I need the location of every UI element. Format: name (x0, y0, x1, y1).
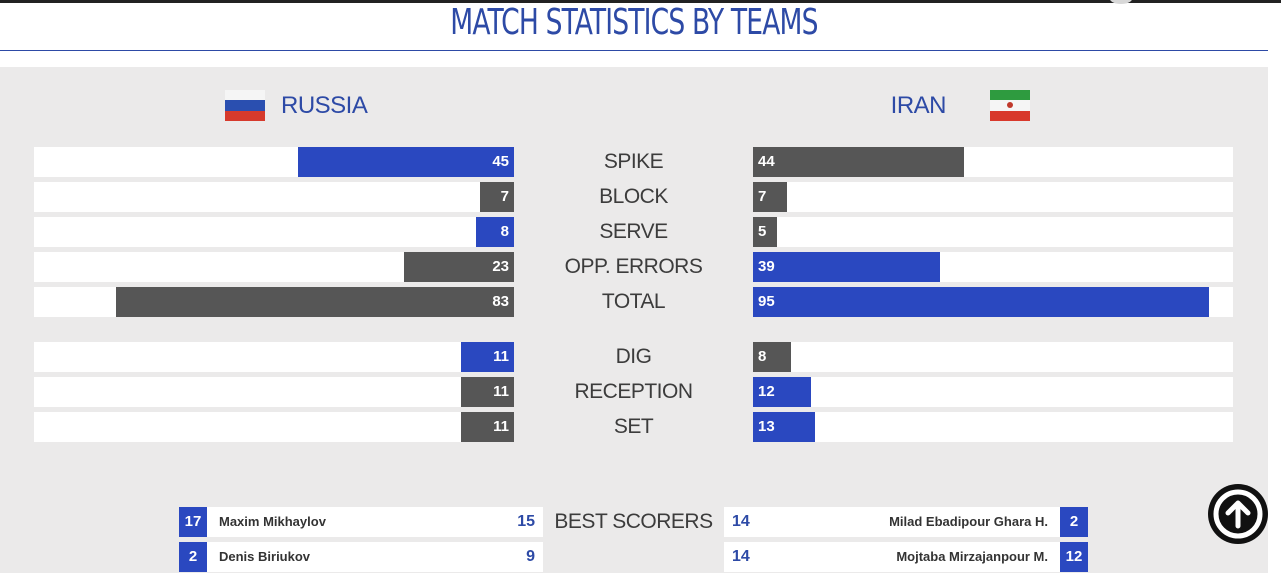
track-left-reception: 11 (34, 377, 514, 407)
value-russia-serve: 8 (500, 223, 509, 240)
category-label-total: TOTAL (601, 290, 666, 313)
category-label-opp-errors: OPP. ERRORS (564, 255, 703, 278)
value-iran-block: 7 (758, 188, 767, 205)
stats-panel (0, 67, 1268, 573)
track-right-total: 95 (753, 287, 1233, 317)
value-russia-total: 83 (492, 293, 509, 310)
category-label-dig: DIG (615, 345, 652, 368)
track-right-set: 13 (753, 412, 1233, 442)
scorer-number: 12 (1060, 542, 1088, 572)
track-left-dig: 11 (34, 342, 514, 372)
value-russia-reception: 11 (493, 383, 509, 400)
value-iran-serve: 5 (758, 223, 767, 240)
category-label-reception: RECEPTION (574, 380, 693, 403)
track-right-dig: 8 (753, 342, 1233, 372)
arrow-up-circle-icon (1213, 489, 1263, 539)
bar-russia-total: 83 (116, 287, 514, 317)
bar-iran-spike: 44 (753, 147, 964, 177)
category-label-serve: SERVE (599, 220, 668, 243)
bar-iran-serve: 5 (753, 217, 777, 247)
top-indicator (1110, 0, 1132, 4)
scorer-row-right-1[interactable]: 14 Milad Ebadipour Ghara H. 2 (724, 507, 1088, 537)
bar-iran-set: 13 (753, 412, 815, 442)
track-left-serve: 8 (34, 217, 514, 247)
value-russia-opp-errors: 23 (492, 258, 509, 275)
category-label-spike: SPIKE (603, 150, 664, 173)
page-title: MATCH STATISTICS BY TEAMS (450, 2, 818, 43)
value-iran-dig: 8 (758, 348, 767, 365)
bar-iran-total: 95 (753, 287, 1209, 317)
value-russia-set: 11 (493, 418, 509, 435)
scorer-name: Maxim Mikhaylov (219, 514, 326, 529)
scorer-points: 9 (526, 548, 535, 565)
team-name-right: IRAN (890, 92, 947, 119)
track-left-spike: 45 (34, 147, 514, 177)
bar-russia-set: 11 (461, 412, 514, 442)
bar-iran-dig: 8 (753, 342, 791, 372)
russia-flag-icon (225, 90, 265, 121)
value-russia-spike: 45 (492, 153, 509, 170)
scorer-row-left-1[interactable]: 17 Maxim Mikhaylov 15 (179, 507, 543, 537)
value-iran-total: 95 (758, 293, 775, 310)
track-right-reception: 12 (753, 377, 1233, 407)
value-iran-opp-errors: 39 (758, 258, 775, 275)
track-left-set: 11 (34, 412, 514, 442)
value-iran-spike: 44 (758, 153, 775, 170)
scorer-points: 15 (517, 513, 535, 530)
bar-russia-spike: 45 (298, 147, 514, 177)
scorer-name: Mojtaba Mirzajanpour M. (896, 549, 1048, 564)
scorer-number: 17 (179, 507, 207, 537)
iran-flag-icon (990, 90, 1030, 121)
track-right-block: 7 (753, 182, 1233, 212)
scorer-points: 14 (732, 513, 750, 530)
category-label-set: SET (613, 415, 654, 438)
track-left-opp-errors: 23 (34, 252, 514, 282)
track-left-block: 7 (34, 182, 514, 212)
bar-russia-dig: 11 (461, 342, 514, 372)
bar-iran-block: 7 (753, 182, 787, 212)
value-iran-set: 13 (758, 418, 775, 435)
bar-iran-reception: 12 (753, 377, 811, 407)
track-left-total: 83 (34, 287, 514, 317)
track-right-serve: 5 (753, 217, 1233, 247)
scorer-name: Denis Biriukov (219, 549, 311, 564)
scorer-row-right-2[interactable]: 14 Mojtaba Mirzajanpour M. 12 (724, 542, 1088, 572)
title-underline (0, 50, 1268, 51)
bar-russia-serve: 8 (476, 217, 514, 247)
scorer-number: 2 (179, 542, 207, 572)
bar-iran-opp-errors: 39 (753, 252, 940, 282)
bar-russia-reception: 11 (461, 377, 514, 407)
value-russia-dig: 11 (493, 348, 509, 365)
bar-russia-opp-errors: 23 (404, 252, 514, 282)
best-scorers-label: BEST SCORERS (554, 510, 713, 533)
scorer-name: Milad Ebadipour Ghara H. (889, 514, 1048, 529)
track-right-opp-errors: 39 (753, 252, 1233, 282)
scorer-row-left-2[interactable]: 2 Denis Biriukov 9 (179, 542, 543, 572)
scorer-points: 14 (732, 548, 750, 565)
value-russia-block: 7 (500, 188, 509, 205)
top-border (0, 0, 1281, 3)
team-name-left: RUSSIA (281, 92, 368, 119)
scroll-to-top-button[interactable] (1208, 484, 1268, 544)
category-label-block: BLOCK (599, 185, 668, 208)
track-right-spike: 44 (753, 147, 1233, 177)
bar-russia-block: 7 (480, 182, 514, 212)
value-iran-reception: 12 (758, 383, 775, 400)
scorer-number: 2 (1060, 507, 1088, 537)
